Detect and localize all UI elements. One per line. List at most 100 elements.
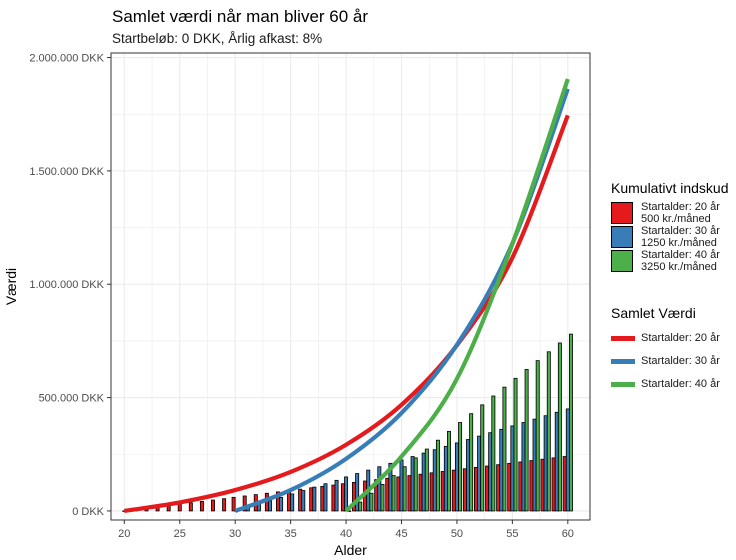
bar-30-age-40 xyxy=(344,476,349,512)
bar-20-age-31 xyxy=(242,495,247,512)
line-legend-key-20 xyxy=(611,336,635,341)
bar-40-age-50 xyxy=(458,422,463,512)
x-tick-label: 45 xyxy=(395,528,407,540)
bar-30-age-37 xyxy=(312,486,317,512)
bar-20-age-47 xyxy=(418,473,423,512)
bar-30-age-60 xyxy=(565,408,570,512)
y-tick-label: 500.000 DKK xyxy=(39,393,105,405)
bar-30-age-49 xyxy=(443,445,448,512)
line-series-20 xyxy=(123,114,570,514)
bar-30-age-53 xyxy=(488,432,493,512)
bar-40-age-54 xyxy=(502,386,507,512)
bar-40-age-59 xyxy=(557,342,562,512)
bar-40-age-58 xyxy=(546,351,551,512)
chart-subtitle: Startbeløb: 0 DKK, Årlig afkast: 8% xyxy=(112,31,323,46)
bar-20-age-29 xyxy=(222,498,227,512)
x-tick-label: 50 xyxy=(451,528,463,540)
bar-30-age-33 xyxy=(268,500,272,512)
bar-20-age-28 xyxy=(211,499,215,512)
bar-legend-label-30-line2: 1250 kr./måned xyxy=(641,237,717,249)
bar-legend-key-40 xyxy=(611,250,633,272)
bar-legend-label-40-line2: 3250 kr./måned xyxy=(641,261,717,273)
bar-20-age-40 xyxy=(340,483,345,512)
bar-40-age-52 xyxy=(480,404,485,512)
bar-40-age-45 xyxy=(402,466,407,512)
bar-30-age-50 xyxy=(454,442,459,512)
bar-30-age-55 xyxy=(510,425,515,512)
panel-border xyxy=(110,52,591,521)
x-tick-label: 25 xyxy=(174,528,186,540)
bar-20-age-36 xyxy=(298,488,303,512)
bar-30-age-35 xyxy=(290,493,295,512)
bar-40-age-51 xyxy=(469,413,474,512)
bar-40-age-44 xyxy=(391,475,396,512)
y-tick-label: 1.000.000 DKK xyxy=(29,279,104,291)
bar-legend-label-20-line1: Startalder: 20 år xyxy=(641,201,720,213)
bar-20-age-52 xyxy=(474,467,478,512)
line-legend-key-40 xyxy=(611,382,635,387)
bar-20-age-55 xyxy=(507,462,512,512)
bar-20-age-58 xyxy=(540,458,545,512)
bar-20-age-44 xyxy=(385,477,390,512)
bar-20-age-39 xyxy=(331,484,336,512)
bar-20-age-46 xyxy=(407,475,412,512)
bar-40-age-48 xyxy=(435,439,440,512)
bar-40-age-47 xyxy=(424,448,429,512)
bar-20-age-27 xyxy=(199,501,204,512)
bar-40-age-49 xyxy=(447,430,451,512)
bar-20-age-45 xyxy=(396,476,401,512)
x-axis-label: Alder xyxy=(334,542,367,558)
bar-30-age-52 xyxy=(477,435,482,512)
line-series-40 xyxy=(344,78,570,513)
bar-20-age-25 xyxy=(177,503,182,512)
bar-30-age-56 xyxy=(521,422,526,512)
bar-30-age-47 xyxy=(421,452,426,512)
bar-30-age-54 xyxy=(499,428,504,512)
y-tick-label: 1.500.000 DKK xyxy=(29,166,104,178)
bar-20-age-57 xyxy=(529,460,534,512)
line-legend-label-30: Startalder: 30 år xyxy=(641,355,720,367)
bar-20-age-49 xyxy=(440,471,445,512)
bar-20-age-53 xyxy=(485,465,490,512)
bar-20-age-59 xyxy=(551,457,556,512)
bar-legend-label-20-line2: 500 kr./måned xyxy=(641,213,711,225)
bar-30-age-48 xyxy=(432,449,437,512)
bar-30-age-59 xyxy=(554,411,559,512)
x-tick-label: 30 xyxy=(229,528,241,540)
bar-20-age-30 xyxy=(231,496,236,512)
bar-20-age-60 xyxy=(562,456,567,512)
bar-20-age-37 xyxy=(309,487,314,512)
y-tick-label: 0 DKK xyxy=(72,506,104,518)
bar-20-age-48 xyxy=(429,472,434,512)
y-axis-label: Værdi xyxy=(3,268,19,305)
bar-40-age-53 xyxy=(491,395,496,512)
bar-40-age-46 xyxy=(413,457,418,512)
line-legend-key-30 xyxy=(611,359,635,364)
bar-30-age-51 xyxy=(466,439,470,512)
bar-20-age-54 xyxy=(496,464,501,512)
x-tick-label: 60 xyxy=(562,528,574,540)
line-legend-label-40: Startalder: 40 år xyxy=(641,378,720,390)
bar-40-age-57 xyxy=(535,360,540,512)
bar-legend-label-30-line1: Startalder: 30 år xyxy=(641,225,720,237)
bar-legend-label-40-line1: Startalder: 40 år xyxy=(641,249,720,261)
x-tick-label: 55 xyxy=(506,528,518,540)
bar-20-age-26 xyxy=(188,502,193,512)
bar-30-age-46 xyxy=(410,456,415,512)
bar-30-age-58 xyxy=(543,415,548,512)
bar-20-age-50 xyxy=(451,469,456,512)
bar-30-age-38 xyxy=(323,483,328,512)
bar-30-age-39 xyxy=(334,479,339,512)
chart-title: Samlet værdi når man bliver 60 år xyxy=(112,7,369,26)
bar-legend-key-20 xyxy=(611,202,633,224)
bar-30-age-36 xyxy=(301,490,306,512)
bar-30-age-43 xyxy=(377,466,382,512)
bar-40-age-42 xyxy=(369,492,374,512)
x-tick-label: 20 xyxy=(118,528,130,540)
x-tick-label: 35 xyxy=(285,528,297,540)
bar-30-age-57 xyxy=(532,418,537,512)
bar-40-age-43 xyxy=(380,484,385,512)
bar-30-age-34 xyxy=(279,496,284,512)
bar-40-age-55 xyxy=(513,377,518,512)
